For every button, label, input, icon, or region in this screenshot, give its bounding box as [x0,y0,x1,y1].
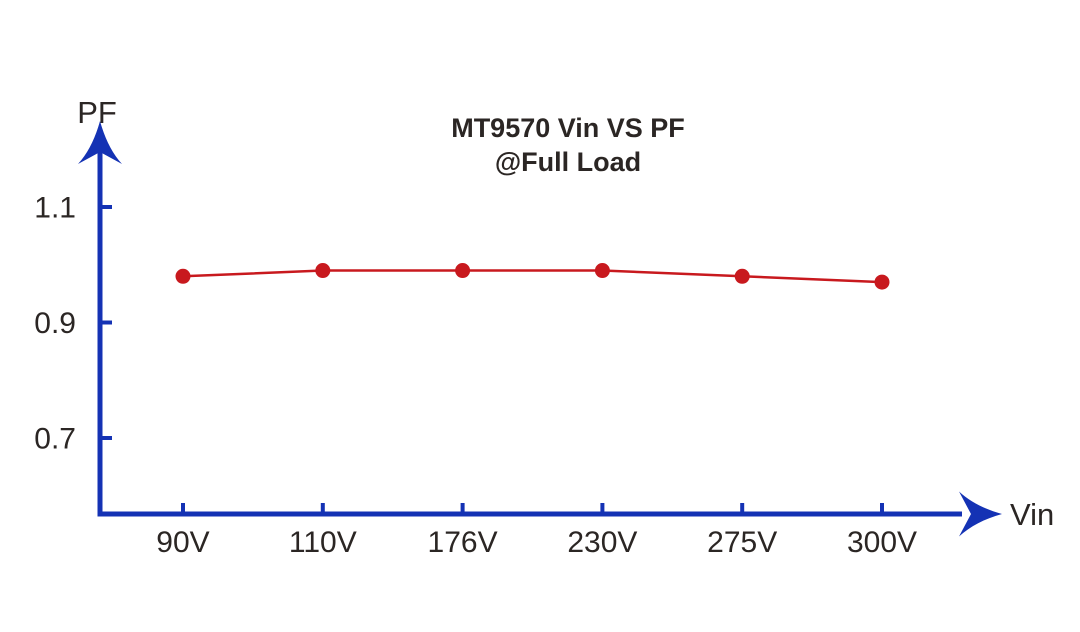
series-pf [175,263,890,290]
data-point [175,268,191,284]
data-point [594,263,610,279]
x-tick-label: 176V [428,526,498,559]
x-ticks: 90V 110V 176V 230V 275V 300V [156,503,917,559]
y-tick-label: 0.7 [34,423,76,456]
chart-title: MT9570 Vin VS PF [451,113,685,143]
chart-title-group: MT9570 Vin VS PF @Full Load [451,113,685,177]
data-point [874,274,890,290]
y-tick-label: 0.9 [34,307,76,340]
data-point [455,263,471,279]
y-ticks: 1.1 0.9 0.7 [34,192,112,456]
x-tick-label: 300V [847,526,917,559]
y-axis-arrow-icon [78,121,122,164]
x-tick-label: 275V [707,526,777,559]
x-tick-label: 230V [567,526,637,559]
series-line [182,269,883,284]
data-point [315,263,331,279]
x-tick-label: 90V [156,526,209,559]
data-point [734,268,750,284]
x-axis: Vin 90V 110V 176V 230V 275V 300V [97,491,1054,559]
x-tick-label: 110V [289,526,357,559]
x-axis-label: Vin [1010,497,1054,532]
x-axis-arrow-icon [959,491,1002,537]
y-axis-label: PF [77,95,117,130]
y-axis: PF 1.1 0.9 0.7 [34,95,122,517]
chart-subtitle: @Full Load [495,147,641,177]
y-tick-label: 1.1 [34,192,76,225]
